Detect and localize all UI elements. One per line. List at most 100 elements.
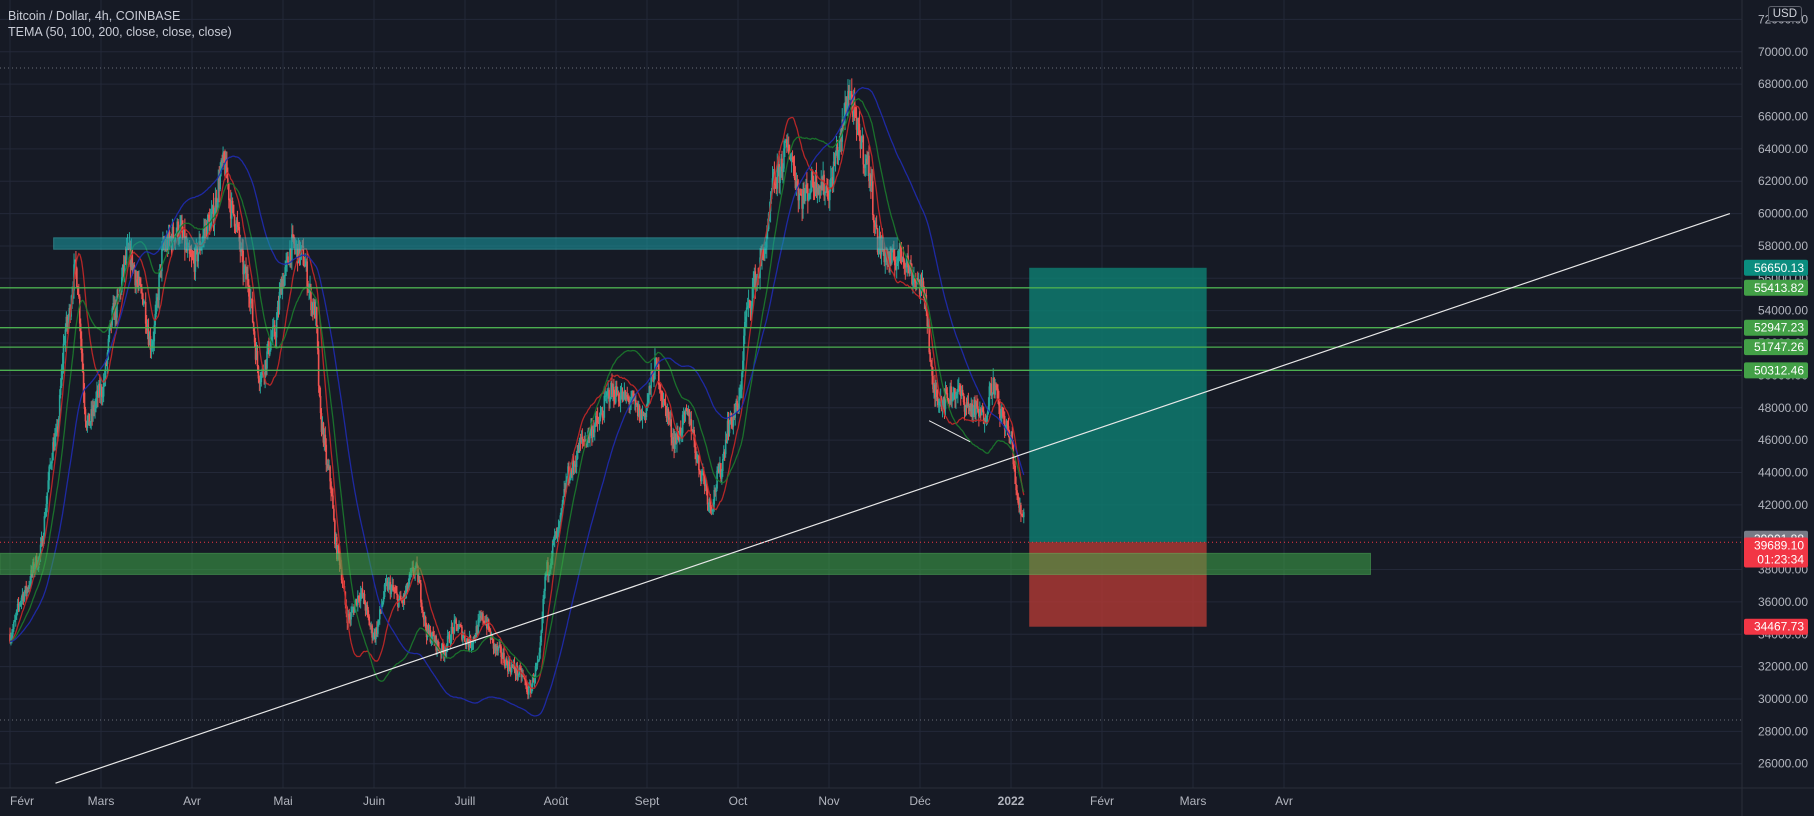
candle-body bbox=[207, 214, 210, 219]
candle-body bbox=[11, 634, 13, 638]
candle-body bbox=[65, 316, 68, 330]
candle-body bbox=[275, 319, 278, 338]
candle-body bbox=[191, 256, 194, 258]
symbol-title[interactable]: Bitcoin / Dollar, 4h, COINBASE bbox=[8, 9, 181, 23]
candle-body bbox=[582, 439, 585, 441]
candle-body bbox=[950, 386, 952, 401]
candle-body bbox=[949, 386, 952, 404]
candle-body bbox=[791, 157, 794, 160]
candle-body bbox=[644, 413, 647, 418]
candle-body bbox=[882, 249, 885, 251]
candle-body bbox=[726, 420, 729, 441]
candle-body bbox=[529, 685, 532, 693]
y-tick-label: 54000.00 bbox=[1758, 304, 1808, 318]
candle-body bbox=[858, 123, 861, 137]
candle-body bbox=[387, 582, 390, 590]
candle-body bbox=[479, 616, 481, 618]
candle-body bbox=[428, 630, 431, 634]
candle-body bbox=[750, 306, 753, 310]
candle-body bbox=[296, 244, 299, 264]
candle-body bbox=[324, 434, 327, 445]
candle-body bbox=[725, 439, 728, 441]
candle-body bbox=[533, 677, 536, 683]
level-price-tag: 51747.26 bbox=[1754, 340, 1804, 354]
candle-body bbox=[252, 322, 255, 332]
candle-body bbox=[624, 390, 627, 400]
candle-body bbox=[449, 641, 452, 643]
candle-body bbox=[758, 277, 760, 279]
candle-body bbox=[280, 283, 283, 295]
candle-body bbox=[248, 285, 250, 297]
candle-body bbox=[802, 190, 804, 209]
candle-body bbox=[517, 674, 520, 676]
candle-body bbox=[584, 439, 587, 442]
candle-body bbox=[993, 377, 995, 395]
candle-body bbox=[122, 264, 125, 272]
candle-body bbox=[433, 636, 436, 643]
candle-body bbox=[389, 581, 392, 595]
candle-body bbox=[509, 668, 512, 673]
price-axis[interactable]: 26000.0028000.0030000.0032000.0034000.00… bbox=[1744, 12, 1808, 771]
candle-body bbox=[181, 223, 183, 233]
candle-body bbox=[531, 676, 534, 686]
candle-body bbox=[784, 142, 786, 149]
candle-body bbox=[490, 635, 493, 640]
candle-body bbox=[245, 266, 247, 280]
candle-body bbox=[244, 266, 246, 268]
candle-body bbox=[66, 316, 69, 327]
candle-body bbox=[272, 325, 275, 327]
candle-body bbox=[827, 187, 829, 200]
candle-body bbox=[780, 158, 782, 167]
candle-body bbox=[242, 250, 244, 275]
candle-body bbox=[358, 599, 361, 601]
candle-body bbox=[1014, 465, 1016, 485]
candle-body bbox=[527, 692, 529, 695]
level-price-tag: 50312.46 bbox=[1754, 363, 1804, 377]
indicator-title[interactable]: TEMA (50, 100, 200, close, close, close) bbox=[8, 25, 232, 39]
y-tick-label: 26000.00 bbox=[1758, 757, 1808, 771]
candle-body bbox=[510, 665, 513, 673]
candle-body bbox=[958, 385, 960, 389]
time-axis[interactable]: Févr Mars Avr Mai Juin Juill Août Sept Oct Nov Déc… bbox=[10, 794, 1293, 808]
candle-body bbox=[615, 386, 618, 396]
candle-body bbox=[682, 412, 685, 415]
candle-body bbox=[39, 544, 42, 555]
candle-body bbox=[626, 395, 629, 397]
candle-body bbox=[656, 358, 658, 367]
candle-body bbox=[1022, 512, 1025, 518]
candle-body bbox=[627, 396, 630, 399]
candle-body bbox=[722, 451, 725, 460]
candle-body bbox=[779, 166, 781, 183]
candle-body bbox=[21, 593, 24, 598]
candle-body bbox=[445, 645, 448, 653]
candle-body bbox=[498, 645, 501, 647]
candle-body bbox=[259, 382, 262, 385]
candle-body bbox=[982, 411, 985, 424]
candle-body bbox=[398, 599, 400, 607]
candle-body bbox=[148, 336, 151, 346]
candle-body bbox=[541, 617, 544, 631]
candle-body bbox=[786, 139, 788, 148]
candle-body bbox=[959, 390, 962, 397]
candle-body bbox=[427, 626, 430, 634]
candle-body bbox=[703, 475, 706, 487]
candle-body bbox=[583, 440, 586, 442]
candle-body bbox=[637, 405, 640, 417]
candle-body bbox=[863, 164, 866, 169]
candle-body bbox=[1000, 416, 1002, 418]
candle-body bbox=[176, 221, 179, 234]
candle-body bbox=[526, 683, 528, 693]
candle-body bbox=[484, 621, 486, 625]
candle-body bbox=[551, 540, 554, 557]
currency-badge[interactable]: USD bbox=[1767, 6, 1802, 22]
candle-body bbox=[399, 595, 401, 600]
candle-body bbox=[686, 410, 689, 415]
candle-body bbox=[724, 439, 727, 455]
candle-body bbox=[979, 409, 982, 416]
candle-body bbox=[473, 636, 476, 639]
candle-body bbox=[868, 155, 870, 182]
candle-body bbox=[220, 160, 222, 172]
candle-body bbox=[514, 670, 517, 675]
candle-body bbox=[1012, 444, 1015, 465]
